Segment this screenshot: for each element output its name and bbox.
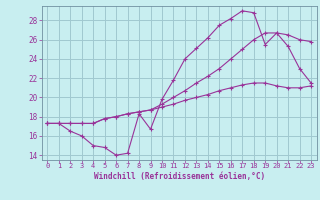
X-axis label: Windchill (Refroidissement éolien,°C): Windchill (Refroidissement éolien,°C) [94, 172, 265, 181]
